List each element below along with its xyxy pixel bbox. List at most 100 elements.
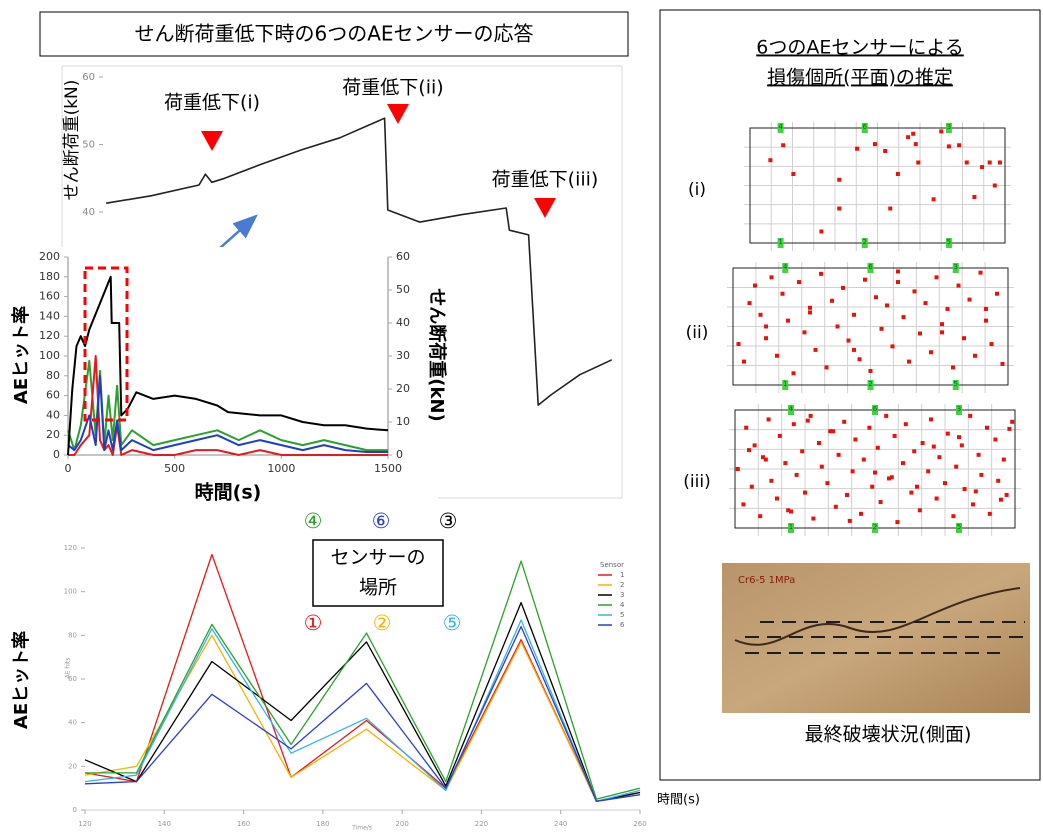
damage-point bbox=[901, 461, 905, 465]
damage-point bbox=[1007, 427, 1011, 431]
damage-point bbox=[954, 465, 958, 469]
sensor-location-marker: ② bbox=[373, 611, 392, 635]
y2-tick-label: 50 bbox=[396, 283, 410, 296]
damage-point bbox=[946, 432, 950, 436]
damage-point bbox=[1010, 420, 1014, 424]
y2-tick-label: 20 bbox=[396, 382, 410, 395]
x-tick-label: 120 bbox=[78, 820, 91, 828]
damage-point bbox=[957, 284, 961, 288]
damage-point bbox=[800, 449, 804, 453]
overlay-title: 場所 bbox=[359, 577, 397, 599]
sensor-label: 2 bbox=[863, 238, 867, 246]
damage-point bbox=[737, 342, 741, 346]
damage-point bbox=[778, 434, 782, 438]
sensor-location-marker: ⑥ bbox=[372, 509, 391, 533]
damage-point bbox=[957, 435, 961, 439]
damage-point bbox=[1001, 362, 1005, 366]
damage-point bbox=[932, 445, 936, 449]
damage-point bbox=[996, 479, 1000, 483]
y-tick-label: 60 bbox=[82, 72, 95, 83]
damage-point bbox=[993, 438, 997, 442]
damage-point bbox=[993, 184, 997, 188]
plan-label: (iii) bbox=[683, 472, 710, 492]
x-tick-label: 160 bbox=[237, 820, 250, 828]
sensor-location-marker: ④ bbox=[304, 509, 323, 533]
damage-point bbox=[911, 132, 915, 136]
y-tick-label: 80 bbox=[68, 631, 77, 639]
damage-point bbox=[797, 280, 801, 284]
y-tick-label: 0 bbox=[53, 448, 60, 461]
sensor-label: 5 bbox=[947, 238, 951, 246]
damage-point bbox=[896, 172, 900, 176]
damage-point bbox=[990, 342, 994, 346]
sensor-label: 1 bbox=[778, 238, 782, 246]
x-tick-label: 0 bbox=[65, 462, 72, 475]
figure: せん断荷重低下時の6つのAEセンサーの応答 6つのAEセンサーによる 損傷個所(… bbox=[0, 0, 1043, 835]
damage-point bbox=[972, 195, 976, 199]
damage-point bbox=[830, 299, 834, 303]
damage-point bbox=[921, 441, 925, 445]
legend-label: 5 bbox=[620, 611, 624, 619]
annotation: 荷重低下(iii) bbox=[492, 169, 599, 191]
damage-point bbox=[783, 461, 787, 465]
damage-point bbox=[963, 487, 967, 491]
damage-point bbox=[736, 467, 740, 471]
damage-point bbox=[767, 417, 771, 421]
damage-point bbox=[885, 303, 889, 307]
damage-point bbox=[808, 306, 812, 310]
damage-point bbox=[965, 161, 969, 165]
x-tick-label: 500 bbox=[164, 462, 185, 475]
y2-tick-label: 40 bbox=[396, 316, 410, 329]
damage-point bbox=[847, 339, 851, 343]
damage-point bbox=[852, 313, 856, 317]
legend-label: 4 bbox=[620, 601, 625, 609]
damage-point bbox=[770, 275, 774, 279]
damage-point bbox=[862, 458, 866, 462]
x-tick-label: 240 bbox=[554, 820, 567, 828]
damage-point bbox=[819, 272, 823, 276]
y-axis-label: AEヒット率 bbox=[10, 306, 32, 404]
damage-point bbox=[848, 519, 852, 523]
outer-x-label: 時間(s) bbox=[657, 793, 700, 808]
damage-point bbox=[946, 307, 950, 311]
damage-point bbox=[817, 441, 821, 445]
damage-point bbox=[858, 357, 862, 361]
damage-point bbox=[979, 271, 983, 275]
damage-point bbox=[825, 481, 829, 485]
damage-point bbox=[888, 207, 892, 211]
damage-point bbox=[980, 165, 984, 169]
damage-point bbox=[748, 301, 752, 305]
x-axis-label: Time/s bbox=[351, 825, 372, 832]
damage-point bbox=[977, 453, 981, 457]
damage-point bbox=[825, 365, 829, 369]
y-tick-label: 20 bbox=[46, 428, 60, 441]
x-axis-label: 時間(s) bbox=[195, 482, 262, 504]
damage-point bbox=[951, 365, 955, 369]
annotation: 荷重低下(i) bbox=[164, 92, 260, 114]
photo-note: Cr6-5 1MPa bbox=[738, 575, 795, 586]
damage-point bbox=[937, 455, 941, 459]
damage-point bbox=[842, 420, 846, 424]
damage-point bbox=[896, 270, 900, 274]
sensor-label: 1 bbox=[789, 523, 793, 531]
damage-point bbox=[896, 280, 900, 284]
damage-point bbox=[1002, 458, 1006, 462]
outer-y-label: AEヒット率 bbox=[10, 631, 32, 729]
damage-point bbox=[1005, 493, 1009, 497]
x-tick-label: 1500 bbox=[374, 462, 402, 475]
damage-point bbox=[853, 438, 857, 442]
plan-label: (i) bbox=[688, 180, 706, 200]
damage-point bbox=[929, 417, 933, 421]
damage-point bbox=[789, 509, 793, 513]
damage-point bbox=[744, 426, 748, 430]
damage-point bbox=[781, 143, 785, 147]
y-tick-label: 60 bbox=[46, 389, 60, 402]
damage-point bbox=[841, 286, 845, 290]
plan-label: (ii) bbox=[686, 323, 709, 343]
damage-point bbox=[943, 481, 947, 485]
damage-point bbox=[968, 414, 972, 418]
damage-point bbox=[814, 348, 818, 352]
damage-point bbox=[957, 143, 961, 147]
damage-point bbox=[879, 500, 883, 504]
sensor-label: 2 bbox=[873, 523, 877, 531]
